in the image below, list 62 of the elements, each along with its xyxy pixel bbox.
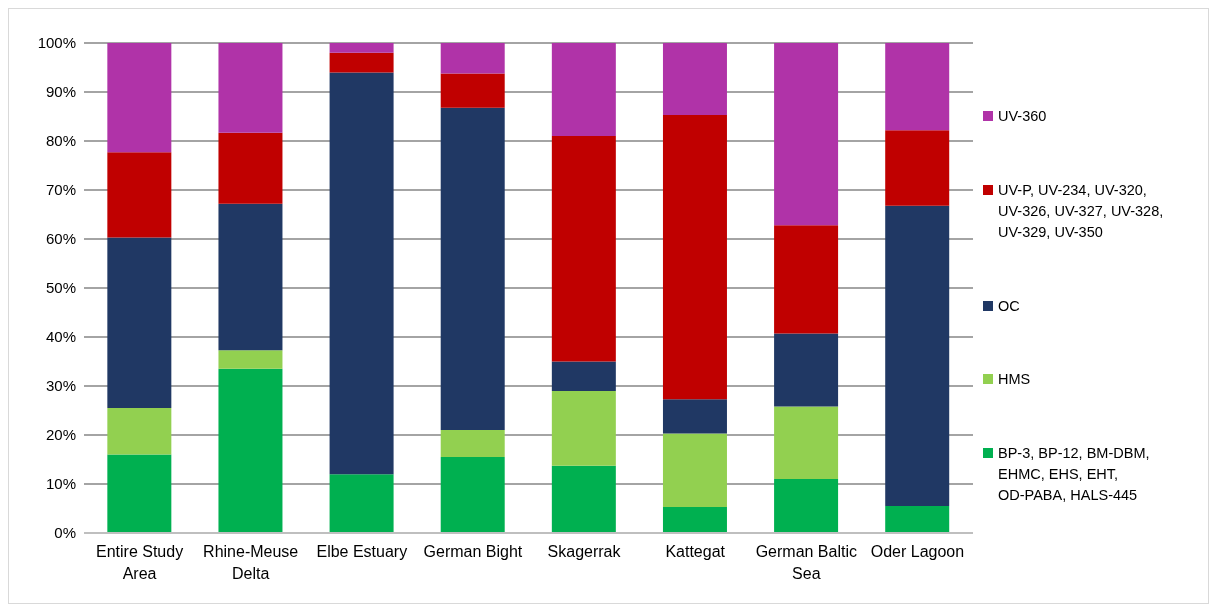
bar — [662, 507, 727, 533]
bar — [329, 474, 394, 533]
bar — [662, 399, 727, 434]
bar — [107, 43, 172, 153]
x-tick-label: Skagerrak — [547, 543, 622, 560]
text: UV-P, UV-234, UV-320, UV-326, UV-327, UV-328, UV-329, UV-350 — [998, 181, 1164, 240]
bar — [440, 43, 505, 74]
bar — [662, 43, 727, 116]
bar — [551, 361, 616, 391]
x-tick-label: Rhine-Meuse Delta — [203, 543, 299, 582]
bar — [107, 152, 172, 238]
legend-label: OC — [998, 297, 1020, 314]
y-tick-label: 50% — [45, 279, 76, 297]
bar — [551, 465, 616, 533]
legend-label: HMS — [998, 371, 1031, 388]
bar — [329, 72, 394, 475]
bar — [440, 457, 505, 533]
y-tick-label: 60% — [45, 230, 76, 248]
y-tick-label: 10% — [45, 475, 76, 493]
bar — [440, 73, 505, 108]
bar — [885, 43, 950, 131]
bar — [218, 203, 283, 351]
bar — [662, 433, 727, 508]
bar — [218, 43, 283, 133]
bar — [218, 350, 283, 369]
bar — [329, 43, 394, 53]
bar — [774, 225, 839, 334]
bar — [662, 115, 727, 400]
bar — [551, 390, 616, 466]
bar — [551, 43, 616, 137]
bar — [774, 333, 839, 407]
bar — [107, 408, 172, 455]
x-tick-label: Elbe Estuary — [316, 543, 408, 560]
bar — [774, 406, 839, 480]
bar — [218, 368, 283, 533]
bar — [885, 506, 950, 533]
bar — [107, 454, 172, 533]
x-tick-label: German Bight — [423, 543, 523, 560]
bar — [774, 43, 839, 226]
y-tick-label: 0% — [54, 524, 76, 542]
bar — [885, 130, 950, 206]
legend-label: UV-360 — [998, 108, 1047, 124]
y-tick-label: 90% — [45, 83, 76, 101]
y-tick-label: 20% — [45, 426, 76, 444]
y-tick-label: 40% — [45, 328, 76, 346]
bar — [774, 479, 839, 533]
bar — [107, 237, 172, 409]
bar — [329, 52, 394, 73]
y-tick-label: 70% — [45, 181, 76, 199]
bar — [440, 430, 505, 458]
bar — [551, 136, 616, 362]
x-tick-label: German Baltic Sea — [755, 543, 857, 582]
y-tick-label: 30% — [45, 377, 76, 395]
bar — [885, 205, 950, 507]
bar — [218, 132, 283, 204]
x-tick-label: Oder Lagoon — [870, 543, 965, 560]
y-tick-label: 100% — [37, 34, 76, 52]
x-tick-label: Kattegat — [665, 543, 726, 560]
y-tick-label: 80% — [45, 132, 76, 150]
x-tick-label: Entire Study Area — [95, 543, 184, 582]
bar — [440, 107, 505, 431]
text: BP-3, BP-12, BM-DBM, EHMC, EHS, EHT, OD-PABA, HALS-445 — [998, 445, 1150, 503]
